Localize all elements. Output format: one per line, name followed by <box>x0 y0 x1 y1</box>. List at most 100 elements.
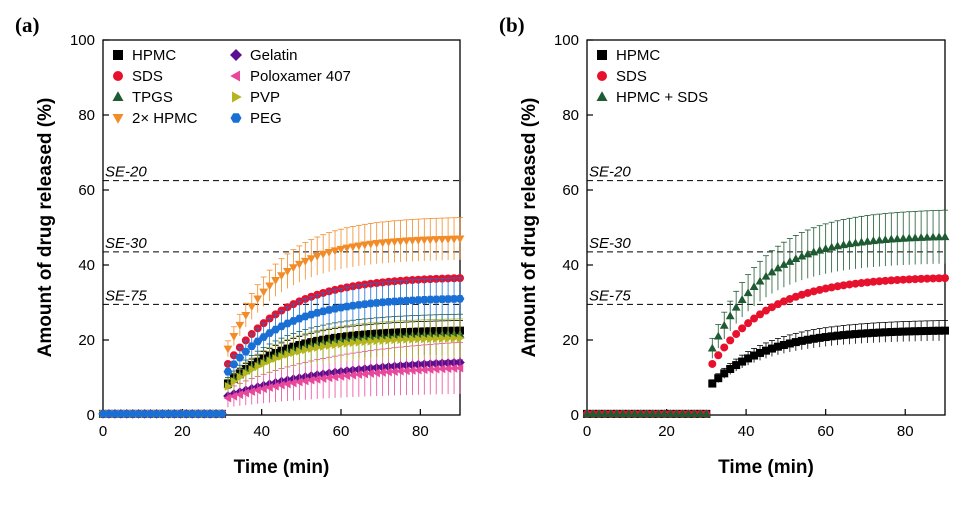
data-point <box>229 391 238 401</box>
data-point <box>236 372 245 382</box>
data-point <box>181 410 191 418</box>
data-point <box>282 379 291 389</box>
data-point <box>349 338 358 348</box>
data-point <box>660 409 669 418</box>
data-point <box>714 351 723 360</box>
data-point <box>413 236 423 245</box>
data-point <box>319 342 328 351</box>
data-point <box>886 234 896 243</box>
chart-panel-b: (b) 0 20 40 60 80 100 0 20 40 60 80 Time (min) Amount… <box>499 13 950 478</box>
data-point <box>594 409 604 418</box>
data-point <box>408 296 417 305</box>
data-point <box>318 250 328 259</box>
data-point <box>456 333 465 343</box>
data-point <box>366 299 376 308</box>
data-point <box>455 363 464 373</box>
data-point <box>750 314 759 323</box>
data-point <box>443 364 452 374</box>
data-point <box>708 359 717 368</box>
data-point <box>247 387 255 396</box>
data-point <box>827 283 836 292</box>
data-point <box>385 335 394 345</box>
data-point <box>863 278 872 287</box>
data-point <box>229 360 239 369</box>
data-point <box>425 295 435 304</box>
data-point <box>312 374 321 384</box>
data-point <box>421 334 429 344</box>
data-point <box>401 366 410 376</box>
data-point <box>288 378 297 388</box>
data-point <box>170 410 179 418</box>
data-point <box>290 348 298 358</box>
data-point <box>270 381 279 391</box>
y-tick-label: 20 <box>562 332 579 349</box>
data-point <box>271 325 280 334</box>
data-point <box>278 351 287 361</box>
data-point <box>223 367 233 376</box>
data-point <box>384 367 392 377</box>
x-tick-label: 20 <box>658 423 675 440</box>
data-point <box>325 341 334 350</box>
data-point <box>230 377 239 386</box>
data-point <box>306 255 316 264</box>
data-point <box>265 383 273 392</box>
data-point <box>378 368 386 377</box>
x-tick-label: 60 <box>333 423 350 440</box>
data-point <box>425 365 434 374</box>
data-point <box>449 363 458 373</box>
data-point <box>342 371 351 381</box>
reference-label-se-30: SE-30 <box>105 235 147 252</box>
data-point <box>331 340 340 350</box>
data-point <box>600 409 610 418</box>
y-tick-label: 40 <box>562 257 579 274</box>
data-point <box>372 368 380 378</box>
data-point <box>289 264 298 272</box>
data-point <box>300 257 310 266</box>
data-point <box>905 275 914 284</box>
legend-marker-poloxamer-407 <box>230 70 240 82</box>
reference-label-se-75: SE-75 <box>105 287 147 304</box>
data-point <box>337 339 346 349</box>
data-point <box>923 274 932 283</box>
data-point <box>419 236 429 245</box>
data-point <box>869 277 878 286</box>
reference-label-se-20: SE-20 <box>105 164 147 181</box>
data-point <box>271 277 280 285</box>
data-point <box>378 298 388 307</box>
data-point <box>941 326 949 335</box>
data-point <box>211 410 221 418</box>
data-point <box>372 299 382 307</box>
data-point <box>241 388 249 398</box>
data-point <box>360 300 370 308</box>
data-point <box>128 410 138 418</box>
series-hpmc-sds <box>582 209 950 418</box>
y-tick-label: 20 <box>78 332 95 349</box>
data-point <box>444 333 453 343</box>
data-point <box>175 410 185 418</box>
legend-label-hpmc: HPMC <box>616 47 660 64</box>
data-point <box>857 278 866 287</box>
data-point <box>797 251 807 260</box>
data-point <box>438 334 447 343</box>
x-tick-label: 80 <box>897 423 914 440</box>
data-point <box>372 240 382 248</box>
data-point <box>678 409 687 418</box>
data-point <box>455 294 465 303</box>
data-point <box>726 336 735 345</box>
data-point <box>366 240 376 249</box>
data-point <box>276 380 285 390</box>
data-point <box>104 410 114 418</box>
legend-label-peg: PEG <box>250 110 282 127</box>
data-point <box>247 342 257 351</box>
data-point <box>875 277 884 286</box>
legend-label-pvp: PVP <box>250 89 280 106</box>
data-point <box>881 276 890 285</box>
data-point <box>308 344 316 353</box>
data-point <box>737 295 747 303</box>
data-point <box>300 376 309 386</box>
data-point <box>354 370 363 379</box>
legend-label-sds: SDS <box>616 68 647 85</box>
data-point <box>916 233 926 241</box>
data-point <box>732 330 741 339</box>
data-point <box>880 235 890 243</box>
